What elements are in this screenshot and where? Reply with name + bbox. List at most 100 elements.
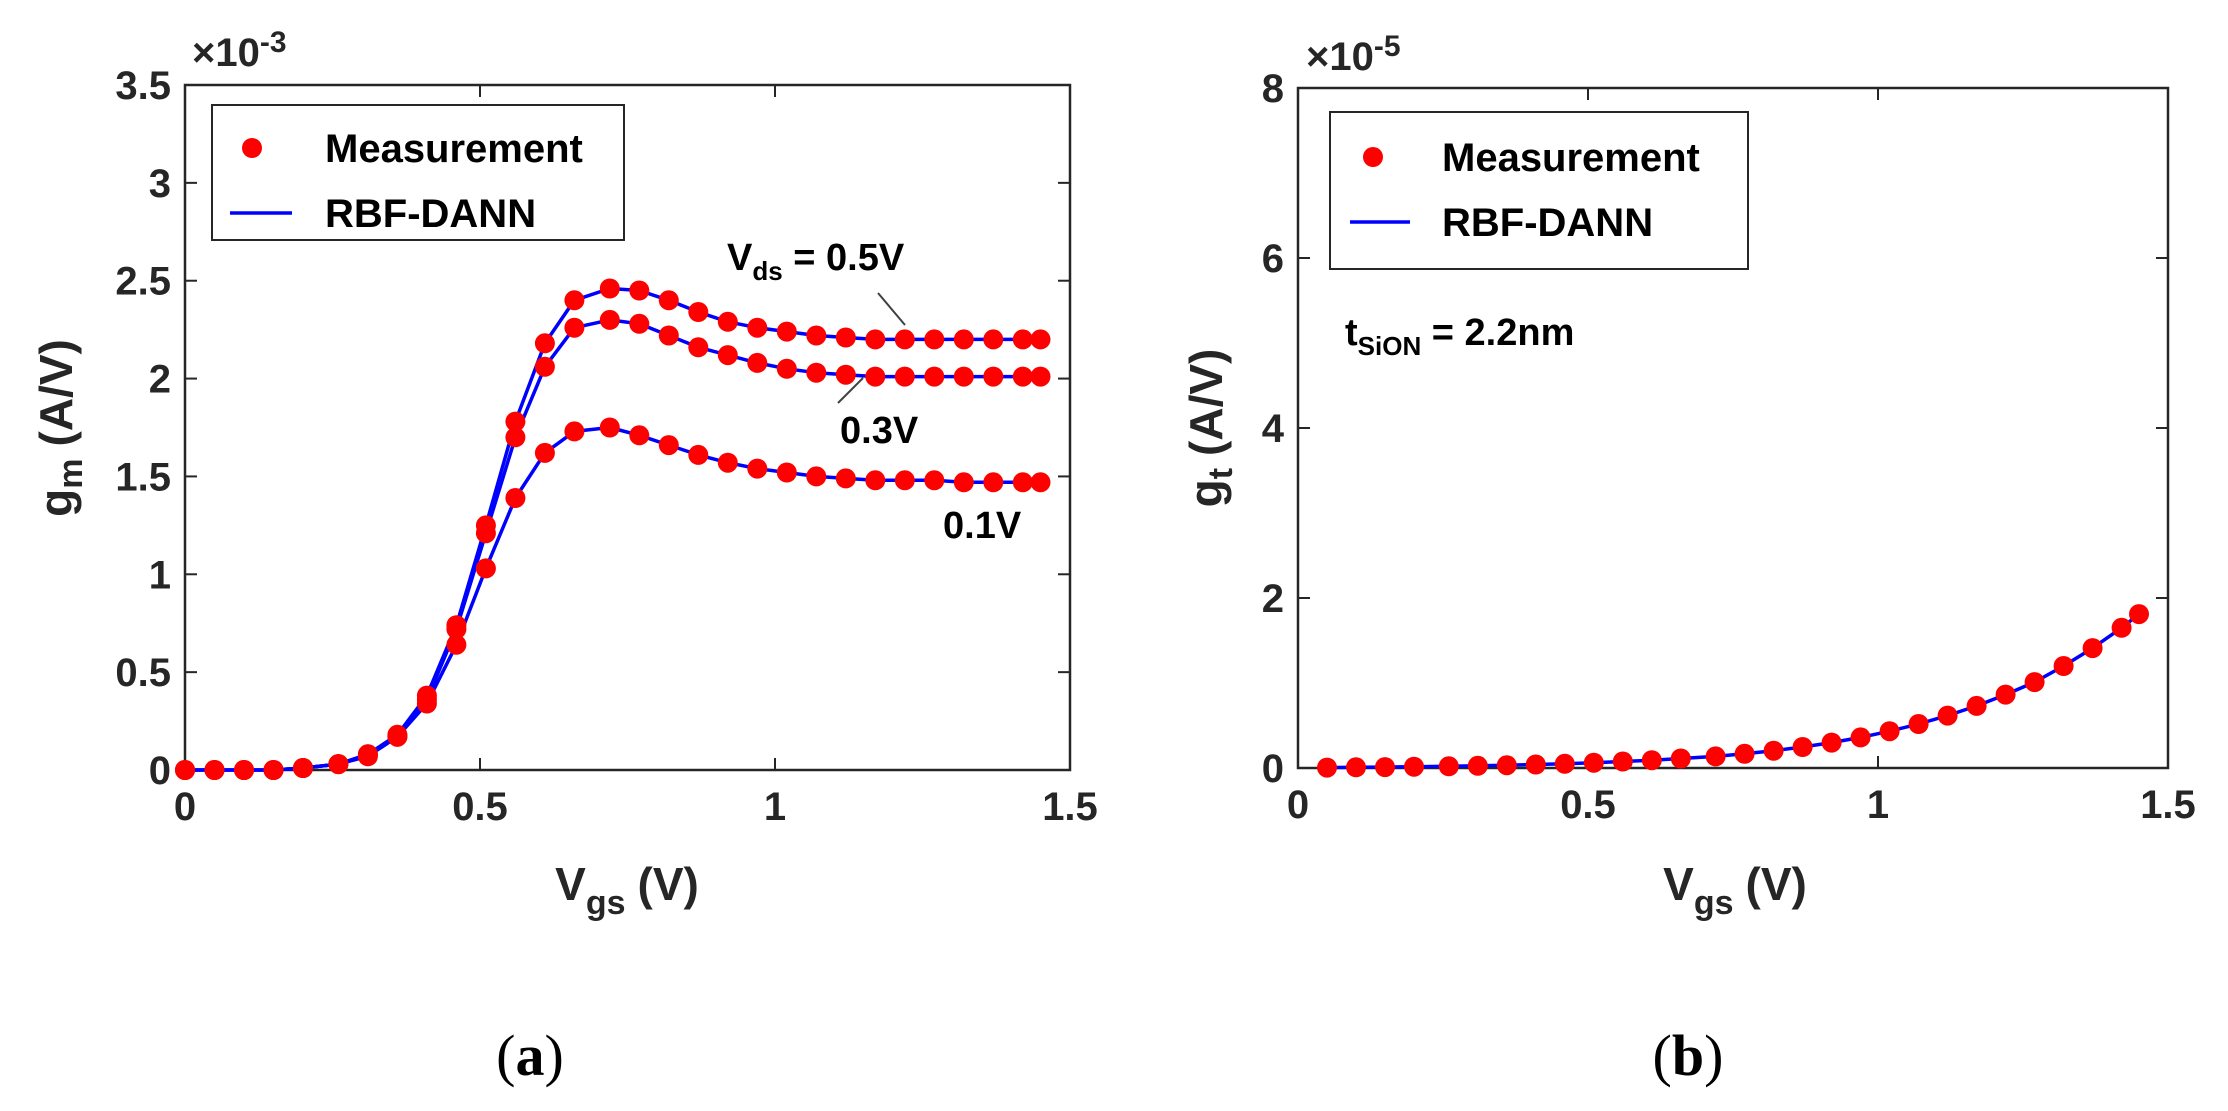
panel-b-legend: Measurement RBF-DANN <box>1329 111 1749 270</box>
panel-a-measurement-point <box>688 444 709 465</box>
panel-a-measurement-point <box>175 760 195 780</box>
panel-a-xtick-label: 0.5 <box>452 785 508 829</box>
panel-a-legend-model-label: RBF-DANN <box>325 192 536 236</box>
panel-a-annotation-05v-text: Vds = 0.5V <box>727 237 905 286</box>
panel-a-measurement-point <box>747 352 768 373</box>
panel-b-ytick-label: 4 <box>1262 407 1285 451</box>
panel-b-measurement-point <box>1496 755 1517 776</box>
panel-a-ytick-label: 2 <box>149 358 171 402</box>
panel-a-xtick-label: 0 <box>174 785 196 829</box>
panel-b-legend-box <box>1329 111 1749 270</box>
panel-a-measurement-point <box>776 462 797 483</box>
panel-b-measurement-point <box>1850 727 1871 748</box>
panel-a-annotation-01v: 0.1V <box>943 505 1022 547</box>
panel-b-measurement-point <box>2053 656 2074 676</box>
panel-b-measurement-point <box>1879 721 1900 742</box>
panel-a-measurement-point <box>688 302 709 322</box>
panel-b-xtick-label: 1 <box>1867 783 1889 827</box>
panel-a-annotation-03v-leader <box>837 377 864 404</box>
panel-a-measurement-point <box>629 425 650 446</box>
panel-a-measurement-point <box>924 329 945 350</box>
panel-a-xtick-label: 1 <box>764 785 786 829</box>
panel-b-measurement-point <box>1792 737 1813 757</box>
panel-a-measurement-point <box>475 558 496 579</box>
panel-b-annotation-tsion: tSiON = 2.2nm <box>1345 312 1574 361</box>
panel-a-measurement-point <box>1030 366 1051 387</box>
panel-b-measurement-point <box>1583 752 1604 773</box>
panel-b-measurement-point <box>1670 748 1691 769</box>
panel-a-measurement-point <box>328 754 349 775</box>
panel-b-measurement-point <box>1346 757 1366 778</box>
panel-a-measurement-point <box>835 364 856 385</box>
panel-a-ytick-label: 3.5 <box>115 64 171 108</box>
panel-b-xlabel: Vgs (V) <box>1663 858 1807 922</box>
panel-a-measurement-point <box>953 472 974 493</box>
panel-a-ytick-label: 3 <box>149 162 171 206</box>
panel-a-annotation-05v: Vds = 0.5V <box>727 237 906 326</box>
panel-a-measurement-point <box>505 488 526 508</box>
panel-a-xtick-label: 1.5 <box>1042 785 1098 829</box>
panel-b-measurement-point <box>1554 753 1575 774</box>
panel-b-ytick-label: 6 <box>1262 237 1284 281</box>
panel-a-measurement-point <box>1030 329 1051 350</box>
panel-a-legend-box <box>211 104 625 241</box>
panel-a-measurement-point <box>534 356 555 377</box>
panel-b-measurement-point <box>1908 714 1929 734</box>
panel-a-annotation-03v: 0.3V <box>837 377 919 452</box>
panel-a-ytick-label: 1 <box>149 553 171 597</box>
panel-b: 0 0.5 1 1.5 0 2 4 6 8 ×10-5 gt(A/V) Vgs (V) Measu… <box>1180 30 2196 1088</box>
panel-a-measurement-point <box>806 362 827 383</box>
panel-a-measurement-point <box>599 309 620 330</box>
panel-a-measurement-point <box>534 333 555 354</box>
panel-b-legend-measurement-label: Measurement <box>1442 136 1700 180</box>
panel-a-measurement-point <box>953 329 974 350</box>
panel-a-measurement-point <box>747 317 768 338</box>
panel-b-measurement-point <box>2024 672 2045 693</box>
panel-a-measurement-point <box>894 470 915 491</box>
panel-b-measurement-point <box>1705 746 1726 767</box>
panel-a-ytick-label: 2.5 <box>115 260 171 304</box>
panel-a-measurement-point <box>894 329 915 350</box>
panel-b-measurement-point <box>2111 617 2132 638</box>
panel-a-measurement-point <box>416 693 437 714</box>
panel-b-legend-measurement-marker <box>1363 147 1383 167</box>
panel-a-measurement-point <box>1012 329 1033 350</box>
panel-a-measurement-point <box>357 746 378 767</box>
panel-b-ytick-label: 0 <box>1262 747 1284 791</box>
panel-b-measurement-point <box>1525 754 1546 775</box>
panel-b-ytick-label: 2 <box>1262 577 1284 621</box>
panel-a-measurement-point <box>564 290 585 311</box>
panel-b-measurement-points <box>1317 604 2149 778</box>
panel-a-measurement-point <box>983 329 1004 350</box>
panel-a-measurement-point <box>717 452 738 473</box>
panel-a-measurement-point <box>658 435 679 456</box>
panel-a-measurement-point <box>505 411 526 432</box>
panel-a-ylabel: gm(A/V) <box>30 339 90 517</box>
panel-a-legend-measurement-label: Measurement <box>325 127 583 171</box>
panel-a-measurement-point <box>599 278 620 299</box>
panel-a-measurement-point <box>776 358 797 379</box>
panel-a-measurement-point <box>446 619 467 640</box>
panel-b-exponent: ×10-5 <box>1306 30 1401 79</box>
panel-b-ticks: 0 0.5 1 1.5 0 2 4 6 8 <box>1262 67 2196 827</box>
panel-a-measurement-point <box>658 325 679 346</box>
panel-b-measurement-point <box>1317 757 1337 778</box>
panel-b-measurement-point <box>1763 740 1784 761</box>
panel-a-measurement-point <box>1012 366 1033 387</box>
panel-a-legend-measurement-marker <box>242 138 262 158</box>
panel-b-xtick-label: 0.5 <box>1560 783 1616 827</box>
panel-a-measurement-point <box>599 417 620 438</box>
panel-a-ytick-label: 0.5 <box>115 651 171 695</box>
panel-a-ticks: 0 0.5 1 1.5 0 0.5 1 1.5 2 2.5 3 3.5 <box>115 64 1097 829</box>
panel-a-measurement-point <box>204 760 225 780</box>
panel-a-ytick-label: 1.5 <box>115 455 171 499</box>
panel-a-measurement-point <box>475 523 496 544</box>
panel-b-measurement-point <box>2082 638 2103 659</box>
panel-a-annotation-05v-leader <box>877 292 906 326</box>
panel-a-measurement-point <box>983 472 1004 493</box>
panel-a-measurement-point <box>865 329 886 350</box>
panel-b-legend-model-label: RBF-DANN <box>1442 201 1653 245</box>
panel-a-measurement-point <box>806 466 827 487</box>
panel-a-exponent: ×10-3 <box>192 26 287 75</box>
